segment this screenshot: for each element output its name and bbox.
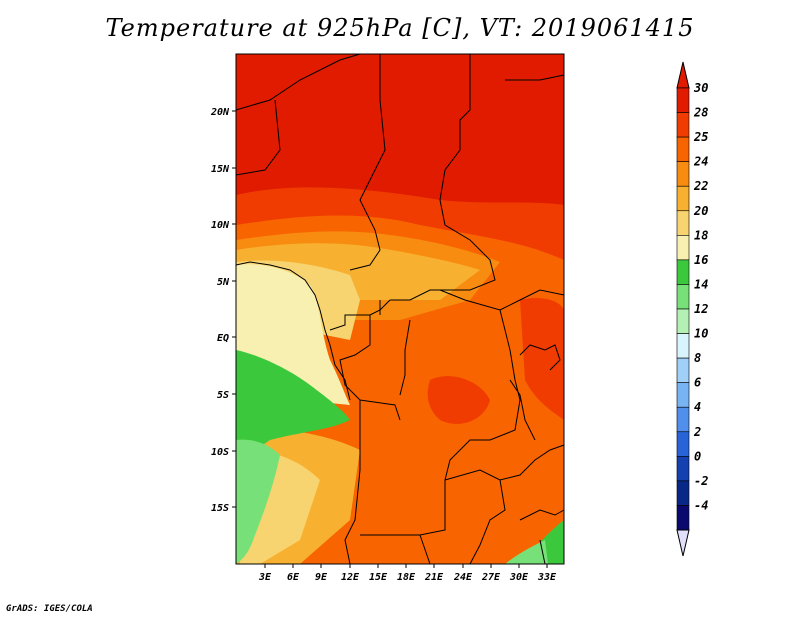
colorbar-cell: [676, 480, 690, 506]
x-tick-label: 9E: [315, 572, 328, 583]
colorbar-label: 0: [694, 449, 701, 463]
field-28-east: [520, 298, 564, 420]
x-tick-label: 15E: [369, 572, 388, 583]
y-tick-label: 10N: [211, 220, 230, 231]
colorbar-label: 6: [694, 376, 701, 390]
y-tick-label: 15S: [211, 503, 229, 514]
colorbar-cell: [676, 112, 690, 138]
map-title: Temperature at 925hPa [C], VT: 201906141…: [105, 14, 695, 42]
colorbar-label: -2: [694, 474, 708, 488]
colorbar-cell: [676, 210, 690, 236]
country-borders: [235, 53, 565, 565]
colorbar-label: 25: [693, 130, 708, 144]
colorbar-label: -4: [694, 498, 708, 512]
colorbar-label: 14: [694, 277, 708, 291]
colorbar-label: 10: [694, 327, 708, 341]
colorbar-cell: [676, 235, 690, 261]
colorbar-cell: [676, 456, 690, 482]
colorbar-cell: [676, 431, 690, 457]
colorbar-label: 4: [694, 400, 701, 414]
colorbar-cell: [676, 185, 690, 212]
colorbar-label: 8: [694, 351, 701, 365]
colorbar-label: 22: [693, 179, 708, 193]
colorbar-cells: [676, 87, 690, 531]
colorbar-label: 16: [694, 253, 708, 267]
x-tick-label: 21E: [424, 572, 444, 583]
y-tick-label: 10S: [211, 447, 229, 458]
x-tick-label: 30E: [509, 572, 529, 583]
field-14: [236, 439, 280, 564]
colorbar-bottom-arrow: [676, 529, 690, 557]
colorbar-label: 20: [693, 204, 708, 218]
colorbar-label: 2: [693, 425, 701, 439]
x-tick-label: 3E: [258, 572, 272, 583]
credit-label: GrADS: IGES/COLA: [6, 604, 93, 614]
field-16: [236, 350, 350, 470]
colorbar-label: 24: [693, 155, 708, 169]
x-tick-label: 12E: [341, 572, 360, 583]
x-axis: 3E 6E 9E 12E 15E 18E 21E 24E 27E 30E 33E: [258, 564, 557, 583]
colorbar-top-arrow: [676, 61, 690, 89]
x-tick-label: 24E: [453, 572, 473, 583]
y-tick-label: 20N: [210, 107, 230, 118]
colorbar-cell: [676, 284, 690, 310]
colorbar-label: 28: [693, 106, 708, 120]
field-14-se: [505, 540, 548, 564]
colorbar-label: 30: [693, 81, 708, 95]
colorbar-cell: [676, 308, 690, 334]
colorbar-cell: [676, 87, 690, 113]
x-tick-label: 6E: [287, 572, 300, 583]
y-tick-label: 15N: [211, 164, 230, 175]
colorbar-cell: [676, 406, 690, 433]
colorbar-cell: [676, 259, 690, 285]
x-tick-label: 33E: [537, 572, 557, 583]
y-tick-label: EQ: [217, 333, 229, 344]
colorbar-cell: [676, 136, 690, 162]
temperature-field: [236, 54, 564, 564]
colorbar-label: 12: [694, 302, 708, 316]
colorbar-cell: [676, 505, 690, 531]
colorbar-cell: [676, 161, 690, 187]
colorbar-label: 18: [694, 228, 708, 242]
colorbar-cell: [676, 382, 690, 408]
x-tick-label: 18E: [397, 572, 416, 583]
x-tick-label: 27E: [481, 572, 501, 583]
colorbar-cell: [676, 333, 690, 359]
map-frame: [235, 53, 565, 565]
y-tick-label: 5N: [217, 277, 230, 288]
field-28-central: [427, 376, 490, 424]
y-axis: 20N 15N 10N 5N EQ 5S 10S 15S: [210, 107, 236, 514]
colorbar-cell: [676, 357, 690, 383]
y-tick-label: 5S: [217, 390, 229, 401]
